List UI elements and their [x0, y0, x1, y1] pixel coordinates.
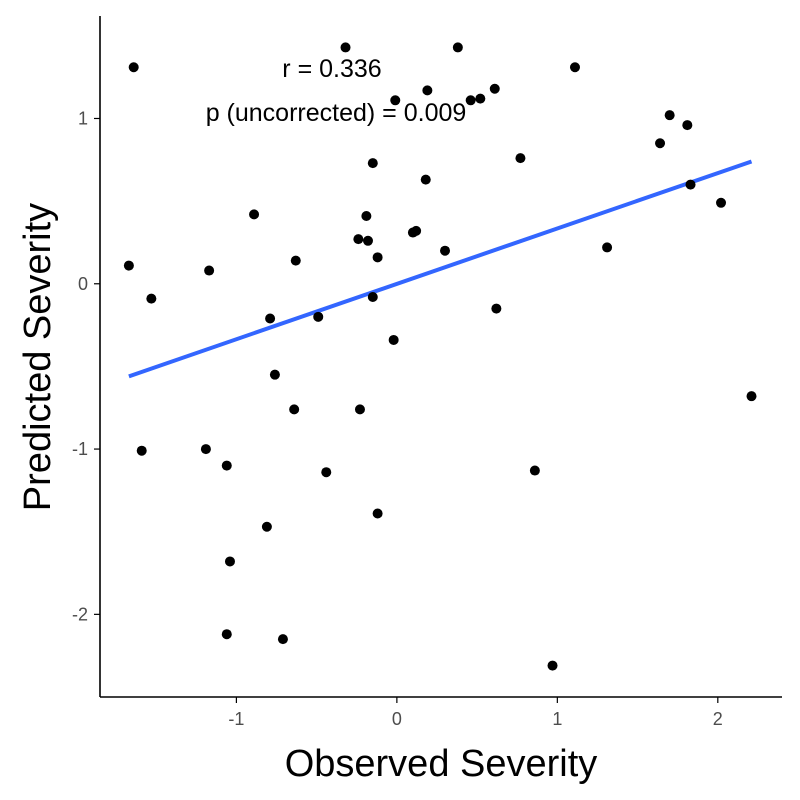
data-point: [204, 265, 215, 276]
y-tick-label: -1: [72, 439, 88, 459]
data-point: [388, 334, 399, 345]
data-point: [200, 444, 211, 455]
data-point: [354, 404, 365, 415]
ticks-layer: -1 0 1 2 -2 -1 0 1: [72, 108, 723, 729]
data-point: [465, 95, 476, 106]
x-axis-title: Observed Severity: [285, 743, 598, 785]
y-tick-label: 0: [78, 274, 88, 294]
data-point: [411, 225, 422, 236]
y-tick-label: -2: [72, 604, 88, 624]
data-point: [390, 95, 401, 106]
data-point: [372, 508, 383, 519]
data-point: [746, 391, 757, 402]
data-point: [420, 174, 431, 185]
data-point: [313, 311, 324, 322]
data-point: [569, 62, 580, 73]
data-point: [136, 445, 147, 456]
x-tick-label: 2: [713, 709, 723, 729]
y-tick-label: 1: [78, 108, 88, 128]
annotation-r: r = 0.336: [282, 55, 381, 83]
data-point: [491, 303, 502, 314]
data-point: [261, 521, 272, 532]
data-point: [362, 235, 373, 246]
data-point: [146, 293, 157, 304]
data-point: [664, 110, 675, 121]
annotation-p: p (uncorrected) = 0.009: [206, 99, 467, 127]
data-point: [452, 42, 463, 53]
data-point: [353, 234, 364, 245]
data-point: [655, 138, 666, 149]
data-point: [269, 369, 280, 380]
data-point: [321, 467, 332, 478]
data-point: [367, 158, 378, 169]
data-point: [340, 42, 351, 53]
data-point: [372, 252, 383, 263]
points-layer: [123, 42, 757, 671]
data-point: [367, 291, 378, 302]
data-point: [685, 179, 696, 190]
data-point: [249, 209, 260, 220]
fit-layer: [128, 159, 753, 379]
data-point: [265, 313, 276, 324]
y-axis-title: Predicted Severity: [17, 203, 59, 511]
data-point: [422, 85, 433, 96]
x-tick-label: -1: [228, 709, 244, 729]
data-point: [290, 255, 301, 266]
data-point: [221, 629, 232, 640]
data-point: [221, 460, 232, 471]
x-tick-label: 0: [392, 709, 402, 729]
regression-line: [128, 159, 753, 379]
data-point: [440, 245, 451, 256]
data-point: [123, 260, 134, 271]
x-tick-label: 1: [552, 709, 562, 729]
data-point: [128, 62, 139, 73]
data-point: [716, 197, 727, 208]
data-point: [361, 211, 372, 222]
data-point: [475, 93, 486, 104]
data-point: [224, 556, 235, 567]
data-point: [682, 120, 693, 131]
data-point: [547, 660, 558, 671]
data-point: [289, 404, 300, 415]
data-point: [277, 634, 288, 645]
data-point: [602, 242, 613, 253]
data-point: [489, 83, 500, 94]
data-point: [515, 153, 526, 164]
data-point: [529, 465, 540, 476]
